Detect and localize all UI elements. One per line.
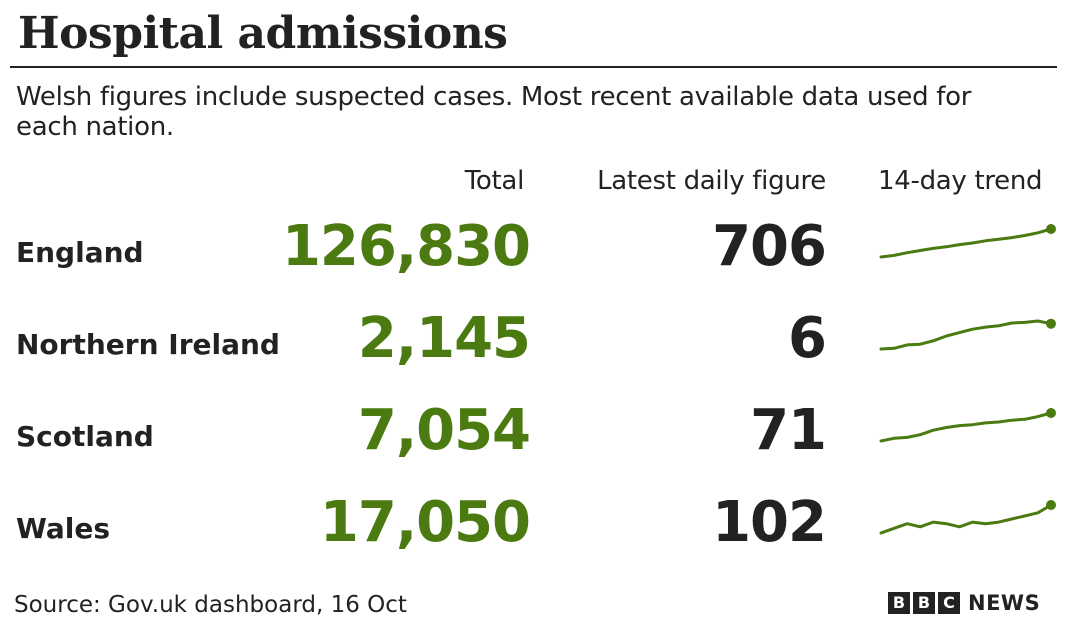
chart-title: Hospital admissions xyxy=(18,8,508,59)
source-note: Source: Gov.uk dashboard, 16 Oct xyxy=(14,592,407,618)
bbc-logo-letter: B xyxy=(888,592,910,614)
daily-value: 706 xyxy=(712,214,827,279)
daily-value: 6 xyxy=(788,306,827,371)
trend-sparkline xyxy=(879,408,1056,443)
trend-sparkline xyxy=(879,318,1056,351)
trend-line xyxy=(879,227,1053,259)
table-row: Wales 17,050 102 xyxy=(0,481,1066,571)
title-rule xyxy=(10,66,1057,68)
daily-value: 102 xyxy=(712,490,827,555)
trend-end-dot xyxy=(1046,318,1056,329)
trend-sparkline xyxy=(879,500,1056,535)
nation-label: Wales xyxy=(16,512,111,545)
chart-subtitle: Welsh figures include suspected cases. M… xyxy=(16,82,972,142)
nation-label: Northern Ireland xyxy=(16,328,280,361)
table-row: Scotland 7,054 71 xyxy=(0,389,1066,479)
trend-end-dot xyxy=(1046,500,1056,510)
nation-label: England xyxy=(16,236,144,269)
total-value: 7,054 xyxy=(357,398,531,463)
bbc-logo-letter: C xyxy=(938,592,960,614)
trend-end-dot xyxy=(1046,408,1056,418)
trend-end-dot xyxy=(1046,224,1056,234)
trend-line xyxy=(879,503,1053,535)
total-value: 126,830 xyxy=(281,214,531,279)
trend-sparkline xyxy=(879,224,1056,259)
bbc-logo-news: NEWS xyxy=(968,591,1041,615)
trend-line xyxy=(879,411,1053,443)
nation-label: Scotland xyxy=(16,420,154,453)
bbc-logo-letter: B xyxy=(913,592,935,614)
total-value: 2,145 xyxy=(357,306,531,371)
table-row: England 126,830 706 xyxy=(0,205,1066,295)
total-value: 17,050 xyxy=(319,490,531,555)
daily-value: 71 xyxy=(750,398,827,463)
column-header-daily: Latest daily figure xyxy=(597,166,826,196)
column-header-trend: 14-day trend xyxy=(878,166,1043,196)
table-row: Northern Ireland 2,145 6 xyxy=(0,297,1066,387)
bbc-news-logo: B B C NEWS xyxy=(888,592,1040,614)
column-header-total: Total xyxy=(464,166,525,196)
trend-line xyxy=(879,319,1053,351)
